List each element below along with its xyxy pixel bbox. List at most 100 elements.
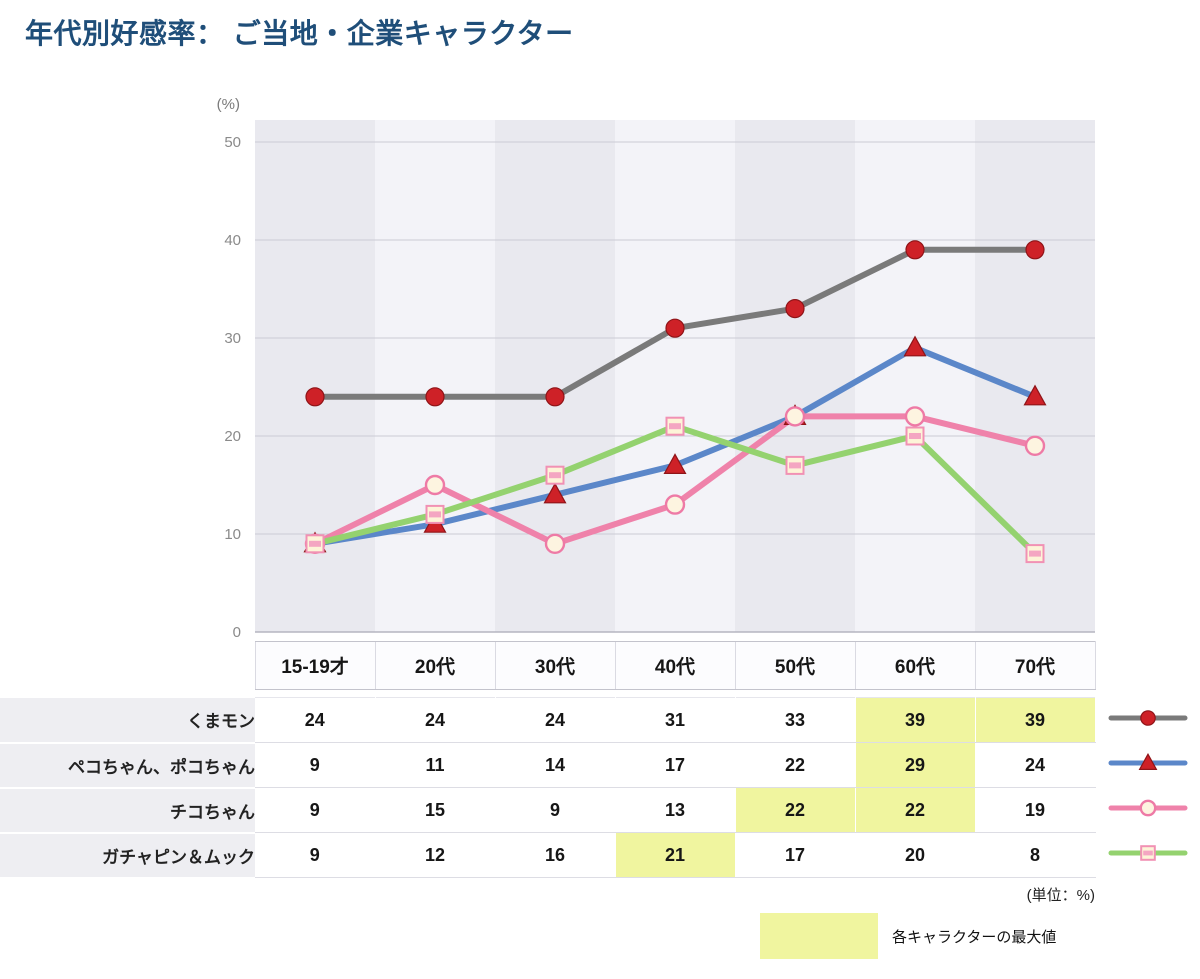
circle-marker: [785, 299, 805, 319]
series-legend: [1095, 788, 1200, 833]
max-highlight-swatch: [760, 913, 878, 959]
triangle-marker: [543, 482, 567, 504]
y-tick-label: 0: [233, 624, 241, 641]
circle-marker: [1139, 709, 1156, 726]
y-tick-label: 40: [224, 232, 241, 249]
value-cell-max: 22: [855, 787, 976, 833]
circle-marker: [305, 387, 325, 407]
column-band: [615, 120, 735, 632]
value-cell-max: 29: [855, 742, 976, 788]
series-line: [312, 413, 1038, 547]
y-tick-label: 50: [224, 134, 241, 151]
table-row: ペコちゃん、ポコちゃん 9 11 14 17 22 29 24: [0, 742, 1200, 789]
circle-marker: [784, 406, 806, 427]
column-header-6: 70代: [974, 641, 1096, 690]
row-label: チコちゃん: [0, 787, 255, 834]
y-tick-label: 10: [224, 526, 241, 543]
value-cell: 11: [375, 742, 496, 788]
y-tick-label: 20: [224, 428, 241, 445]
square-marker: [905, 426, 925, 446]
unit-note: (単位：%): [1026, 887, 1095, 904]
series-legend-glyph: [1108, 709, 1188, 726]
circle-marker: [1025, 240, 1045, 260]
value-cell: 13: [615, 787, 736, 833]
value-cell: 9: [255, 832, 376, 878]
column-band: [495, 120, 615, 632]
series-line: [312, 246, 1038, 400]
table-row: くまモン 24 24 24 31 33 39 39: [0, 697, 1200, 744]
value-cell: 22: [735, 742, 856, 788]
value-cell: 17: [615, 742, 736, 788]
value-cell: 9: [255, 787, 376, 833]
value-cell: 12: [375, 832, 496, 878]
square-marker: [1025, 544, 1045, 564]
row-label: ガチャピン＆ムック: [0, 832, 255, 879]
value-cell: 24: [375, 697, 496, 743]
max-value-legend: 各キャラクターの最大値: [760, 913, 1056, 959]
x-axis-header-row: 15-19才 20代 30代 40代 50代 60代 70代: [0, 641, 1200, 690]
triangle-marker: [423, 511, 447, 533]
circle-marker: [425, 387, 445, 407]
value-cell: 15: [375, 787, 496, 833]
square-marker-stripe: [309, 540, 321, 547]
square-marker: [665, 416, 685, 436]
value-cell-max: 22: [735, 787, 856, 833]
square-marker: [425, 504, 445, 524]
row-label: ペコちゃん、ポコちゃん: [0, 742, 255, 789]
value-cell: 31: [615, 697, 736, 743]
circle-marker: [544, 533, 566, 554]
series-legend: [1095, 833, 1200, 878]
column-header-1: 20代: [374, 641, 495, 690]
series-legend: [1095, 743, 1200, 788]
circle-marker: [1139, 799, 1157, 816]
max-value-legend-label: 各キャラクターの最大値: [892, 928, 1057, 946]
value-cell: 24: [255, 697, 376, 743]
triangle-marker: [303, 531, 327, 553]
table-row: ガチャピン＆ムック 9 12 16 21 17 20 8: [0, 832, 1200, 879]
legend-column-header: [1095, 642, 1200, 690]
square-marker: [305, 534, 325, 554]
value-cell: 16: [495, 832, 616, 878]
column-header-0: 15-19才: [254, 641, 375, 690]
value-cell-max: 21: [615, 832, 736, 878]
value-cell: 17: [735, 832, 856, 878]
triangle-marker: [783, 404, 807, 425]
column-band: [975, 120, 1095, 632]
column-band: [735, 120, 855, 632]
value-cell-max: 39: [855, 697, 976, 743]
column-band: [255, 120, 375, 632]
y-axis-unit-label: (%): [216, 96, 240, 113]
data-table: 15-19才 20代 30代 40代 50代 60代 70代 くまモン 24 24 24 31 33 39…: [0, 641, 1200, 879]
series-legend-glyph: [1108, 844, 1188, 861]
series-legend-glyph: [1108, 799, 1188, 816]
page-title: 年代別好感率： ご当地・企業キャラクター: [25, 18, 574, 49]
circle-marker: [424, 474, 446, 496]
triangle-marker: [1023, 384, 1047, 406]
square-marker-stripe: [1029, 550, 1041, 557]
table-row: チコちゃん 9 15 9 13 22 22 19: [0, 787, 1200, 834]
circle-marker: [905, 240, 925, 260]
square-marker-stripe: [429, 511, 441, 518]
value-cell: 19: [975, 787, 1096, 833]
column-header-3: 40代: [614, 641, 735, 690]
value-cell: 20: [855, 832, 976, 878]
square-marker-stripe: [909, 433, 921, 439]
value-cell: 9: [495, 787, 616, 833]
column-header-4: 50代: [734, 641, 855, 690]
line-chart: 0 10 20 30 40 50: [224, 120, 1095, 641]
column-band: [375, 120, 495, 632]
square-marker: [785, 455, 805, 475]
column-header-5: 60代: [854, 641, 975, 690]
value-cell: 14: [495, 742, 616, 788]
table-corner: [0, 642, 255, 690]
triangle-marker: [663, 453, 687, 474]
series-line: [312, 344, 1038, 547]
square-marker-stripe: [1142, 850, 1153, 855]
value-cell: 33: [735, 697, 856, 743]
circle-marker: [665, 318, 685, 338]
triangle-marker: [1138, 752, 1158, 770]
row-label: くまモン: [0, 697, 255, 744]
circle-marker: [1024, 435, 1046, 456]
triangle-marker: [903, 335, 927, 357]
